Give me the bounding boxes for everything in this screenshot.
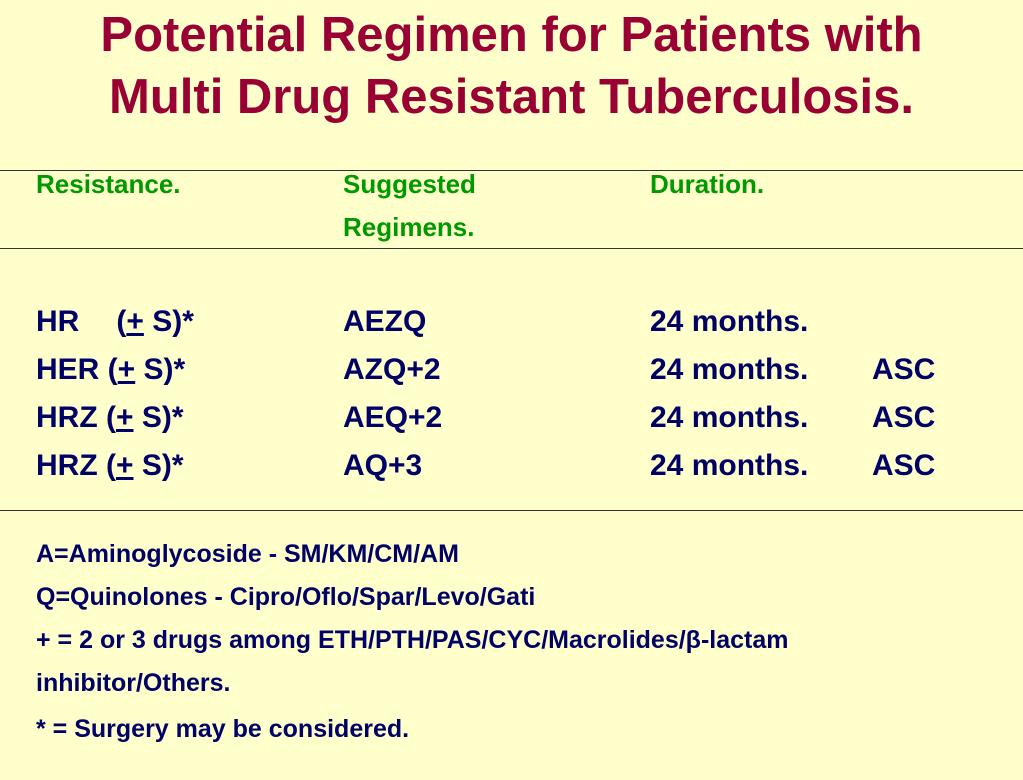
title-line-2: Multi Drug Resistant Tuberculosis. — [109, 70, 914, 124]
resistance-cell: HER (+ S)* — [36, 346, 185, 394]
table-row: HRZ (+ S)* AQ+3 24 months. ASC — [0, 442, 1023, 490]
table-row: HER (+ S)* AZQ+2 24 months. ASC — [0, 346, 1023, 394]
resistance-prefix: HRZ ( — [36, 401, 116, 434]
header-regimens-line-1: Suggested — [343, 169, 476, 199]
plus-minus-sign: + — [126, 305, 144, 338]
duration-cell: 24 months. — [650, 353, 809, 386]
regimen-cell: AEQ+2 — [343, 401, 443, 434]
note-plus-drugs: + = 2 or 3 drugs among ETH/PTH/PAS/CYC/M… — [36, 626, 789, 654]
resistance-cell: HRZ (+ S)* — [36, 442, 184, 490]
regimen-cell: AEZQ — [343, 305, 427, 338]
header-top-rule — [0, 170, 1023, 171]
title-line-1: Potential Regimen for Patients with — [100, 8, 923, 62]
abbreviation-notes: A=Aminoglycoside - SM/KM/CM/AM Q=Quinolo… — [36, 533, 1016, 751]
slide-title: Potential Regimen for Patients with Mult… — [0, 4, 1023, 128]
duration-cell: 24 months. — [650, 401, 809, 434]
note-surgery: * = Surgery may be considered. — [36, 715, 410, 743]
table-row: HR (+ S)* AEZQ 24 months. — [0, 298, 1023, 346]
resistance-suffix: S)* — [133, 449, 184, 482]
plus-minus-sign: + — [115, 449, 134, 482]
resistance-suffix: S)* — [135, 353, 186, 386]
regimen-cell: AZQ+2 — [343, 353, 441, 386]
resistance-cell: HRZ (+ S)* — [36, 394, 184, 442]
regimen-cell: AQ+3 — [343, 449, 423, 482]
resistance-cell: HR (+ S)* — [36, 305, 194, 338]
resistance-prefix: HR — [36, 305, 80, 338]
header-bottom-rule — [0, 248, 1023, 249]
resistance-suffix: S)* — [143, 305, 194, 338]
table-bottom-rule — [0, 510, 1023, 511]
note-aminoglycoside: A=Aminoglycoside - SM/KM/CM/AM — [36, 540, 459, 568]
plus-minus-sign: + — [117, 353, 136, 386]
header-duration: Duration. — [650, 169, 765, 199]
resistance-prefix: HER ( — [36, 353, 118, 386]
header-resistance: Resistance. — [36, 169, 181, 199]
duration-cell: 24 months. — [650, 305, 809, 338]
note-quinolones: Q=Quinolones - Cipro/Oflo/Spar/Levo/Gati — [36, 583, 536, 611]
note-cell: ASC — [872, 449, 936, 482]
note-cell: ASC — [872, 353, 936, 386]
note-plus-drugs-continued: inhibitor/Others. — [36, 669, 231, 697]
note-cell: ASC — [872, 401, 936, 434]
resistance-suffix: S)* — [133, 401, 184, 434]
table-row: HRZ (+ S)* AEQ+2 24 months. ASC — [0, 394, 1023, 442]
duration-cell: 24 months. — [650, 449, 809, 482]
resistance-prefix: HRZ ( — [36, 449, 116, 482]
header-regimens-line-2: Regimens. — [343, 212, 475, 242]
plus-minus-sign: + — [115, 401, 134, 434]
